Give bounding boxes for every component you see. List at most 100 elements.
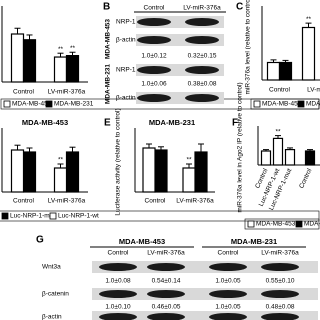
bar (142, 147, 156, 193)
significance: ** (306, 16, 312, 23)
cell-line-header: MDA-MB-453 (119, 237, 165, 246)
quantification: 0.55±0.10 (266, 278, 295, 285)
legend-box (244, 218, 320, 230)
y-axis-label: miR-376a level in Ago2 IP (relative to c… (237, 82, 244, 212)
blot-band (185, 94, 219, 102)
significance: ** (58, 46, 64, 53)
quantification: 0.32±0.15 (188, 53, 217, 60)
cell-line-label: MDA-MB-231 (105, 64, 112, 104)
legend-swatch (45, 100, 53, 108)
bar (154, 149, 168, 193)
quantification: 1.0±0.08 (105, 278, 131, 285)
bar (284, 149, 296, 166)
legend-label: MDA-M (306, 101, 320, 108)
legend-swatch (1, 212, 9, 220)
blot-band (261, 263, 299, 271)
blot-band (137, 94, 171, 102)
chart-title: MDA-MB-231 (149, 118, 195, 127)
legend-label: MDA-M (304, 221, 320, 228)
legend-swatch (297, 100, 305, 108)
significance: ** (70, 45, 76, 52)
blot-band (137, 66, 171, 74)
bar (53, 167, 68, 193)
column-header: LV-miR-376a (183, 5, 221, 12)
legend-label: MDA-MB-453 (12, 101, 52, 108)
bar (65, 151, 80, 193)
bar (10, 149, 25, 193)
column-header: LV-miR-376a (261, 250, 299, 257)
blot-band (99, 263, 137, 271)
panel-label: E (104, 118, 111, 129)
blot-band (99, 313, 137, 320)
legend-swatch (49, 212, 57, 220)
panel-label: G (36, 235, 44, 246)
quantification: 1.0±0.05 (215, 304, 241, 311)
x-tick-label: LV-miR-376a (48, 198, 86, 205)
band-label: β-actin (116, 95, 136, 102)
x-tick-label: Control (269, 87, 291, 94)
bar (194, 151, 208, 193)
cell-line-header: MDA-MB-231 (231, 237, 277, 246)
band-label: NRP-1 (116, 19, 136, 26)
band-label: Wnt3a (42, 264, 61, 271)
bar (10, 33, 25, 83)
bar (65, 54, 80, 83)
blot-band (185, 36, 219, 44)
legend-label: Luc-NRP-1-mut (10, 213, 55, 220)
bar (182, 167, 196, 193)
bar (266, 61, 281, 81)
panel-label: F (232, 118, 238, 129)
blot-band (137, 18, 171, 26)
column-header: LV-miR-376a (147, 250, 185, 257)
blot-band (185, 66, 219, 74)
quantification: 0.48±0.08 (266, 304, 295, 311)
band-label: β-catenin (42, 291, 69, 298)
column-header: Control (218, 250, 240, 257)
legend-label: Luc-NRP-1-wt (58, 213, 99, 220)
x-tick-label: LV-miR-376a (176, 198, 214, 205)
y-axis-label: Luciferase activity (relative to control… (115, 108, 122, 215)
quantification: 1.0±0.10 (105, 304, 131, 311)
x-tick-label: LV-m (307, 87, 320, 94)
quantification: 0.46±0.05 (152, 304, 181, 311)
blot-strip (92, 261, 318, 273)
blot-band (209, 263, 247, 271)
blot-band (185, 18, 219, 26)
legend-label: MDA-MB-231 (54, 101, 94, 108)
legend-label: MDA-MB-453 (256, 221, 296, 228)
quantification: 1.0±0.05 (215, 278, 241, 285)
blot-band (147, 313, 185, 320)
band-label: β-actin (42, 314, 62, 320)
blot-band (137, 36, 171, 44)
significance: ** (186, 157, 192, 164)
blot-strip (92, 288, 318, 300)
bar (272, 137, 284, 166)
blot-band (147, 263, 185, 271)
bar (53, 56, 68, 83)
x-tick-label: Control (13, 89, 35, 96)
bar (301, 26, 316, 81)
significance: ** (58, 157, 64, 164)
column-header: Control (144, 5, 166, 12)
panel-label: C (236, 2, 243, 13)
bar (278, 61, 293, 81)
y-axis-label: miR-376a level (relative to control) (245, 0, 252, 94)
x-tick-label: LV-miR-376a (48, 89, 86, 96)
blot-band (209, 290, 247, 298)
legend-box (0, 210, 320, 222)
bar (22, 151, 37, 193)
column-header: Control (108, 250, 130, 257)
x-tick-label: Control (13, 198, 35, 205)
legend-swatch (3, 100, 11, 108)
legend-swatch (253, 100, 261, 108)
significance: ** (275, 128, 281, 135)
blot-band (261, 313, 299, 320)
panel-label: B (103, 2, 110, 13)
legend-swatch (247, 220, 255, 228)
band-label: NRP-1 (116, 67, 136, 74)
quantification: 0.38±0.08 (188, 81, 217, 88)
blot-band (261, 290, 299, 298)
legend-box (250, 98, 320, 110)
chart-title: MDA-MB-453 (22, 118, 68, 127)
band-label: β-actin (116, 37, 136, 44)
